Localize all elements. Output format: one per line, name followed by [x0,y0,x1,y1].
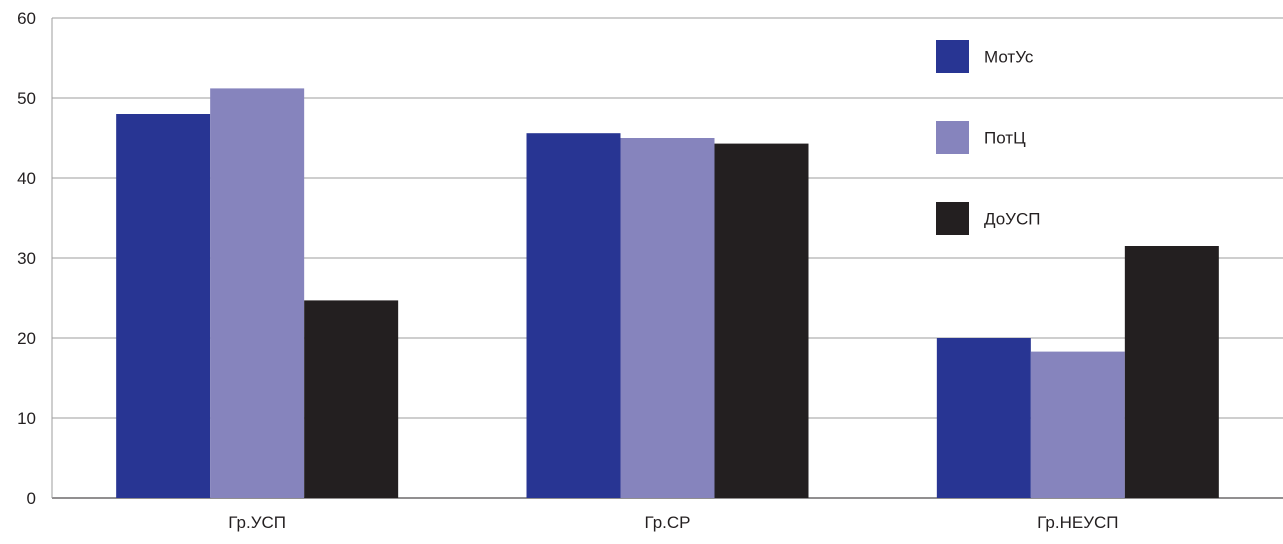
bars [116,88,1219,499]
legend-swatch [936,202,969,235]
x-axis-category-labels: Гр.УСП Гр.СР Гр.НЕУСП [228,513,1118,532]
bar-2-1 [210,88,305,499]
bar-1-2 [526,133,621,498]
legend-label: ДоУСП [984,210,1040,229]
y-axis-tick-labels: 0 10 20 30 40 50 60 [17,9,36,508]
bar-2-2 [620,138,715,498]
y-tick-label: 30 [17,249,36,268]
bar-3-1 [304,300,399,498]
y-tick-label: 60 [17,9,36,28]
legend-swatch [936,121,969,154]
legend-swatch [936,40,969,73]
bar-1-3 [936,338,1031,498]
y-tick-label: 10 [17,409,36,428]
y-tick-label: 50 [17,89,36,108]
legend-label: ПотЦ [984,129,1026,148]
y-tick-label: 20 [17,329,36,348]
y-tick-label: 0 [27,489,36,508]
bar-2-3 [1030,351,1125,498]
bar-3-3 [1124,246,1219,498]
legend: МотУс ПотЦ ДоУСП [936,40,1040,235]
x-category-label: Гр.НЕУСП [1037,513,1118,532]
x-category-label: Гр.СР [644,513,690,532]
bar-3-2 [714,143,809,498]
x-category-label: Гр.УСП [228,513,286,532]
bar-1-1 [116,114,211,498]
y-tick-label: 40 [17,169,36,188]
legend-label: МотУс [984,48,1034,67]
